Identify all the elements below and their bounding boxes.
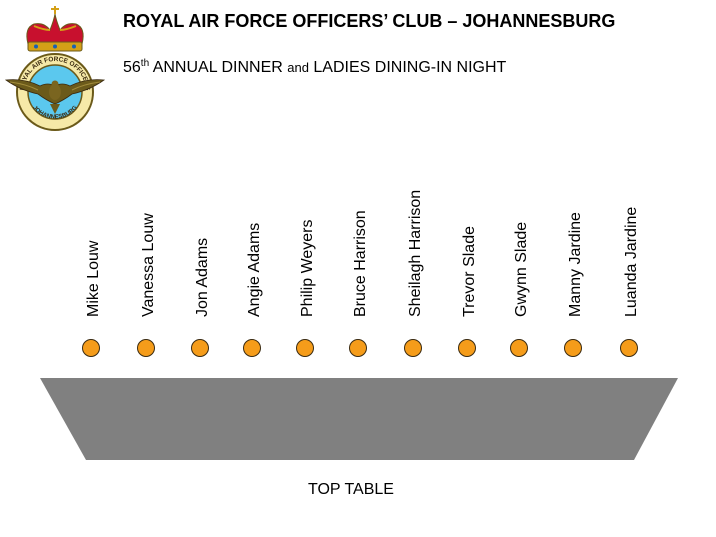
seat-5 [295, 339, 314, 357]
guest-name-text: Gwynn Slade [513, 221, 530, 317]
guest-name-text: Bruce Harrison [352, 210, 369, 317]
seat-4 [242, 339, 261, 357]
subtitle-part-2: LADIES DINING-IN NIGHT [308, 59, 507, 76]
guest-name-text: Angie Adams [246, 222, 263, 317]
page-title: ROYAL AIR FORCE OFFICERS’ CLUB – JOHANNE… [123, 11, 616, 31]
guest-name-text: Manny Jardine [567, 212, 584, 317]
seat-10 [563, 339, 582, 357]
subtitle-connector: and [287, 60, 309, 75]
subtitle-part-1: ANNUAL DINNER [149, 59, 288, 76]
top-table-trapezoid [40, 378, 678, 460]
seat-9 [509, 339, 528, 357]
guest-name-text: Mike Louw [85, 240, 102, 317]
guest-name-text: Vanessa Louw [140, 213, 157, 317]
seat-11 [619, 339, 638, 357]
raf-club-crest-logo: ROYAL AIR FORCE OFFICERS JOHANNESBURG [4, 6, 106, 131]
subtitle-ordinal-number: 56 [123, 59, 141, 76]
eagle-icon [4, 79, 106, 114]
guest-name-text: Trevor Slade [461, 226, 478, 317]
seat-8 [457, 339, 476, 357]
crown-icon [26, 6, 84, 52]
guest-name-text: Jon Adams [194, 237, 211, 317]
seat-2 [136, 339, 155, 357]
top-table-label: TOP TABLE [308, 481, 394, 498]
guest-name-text: Philip Weyers [299, 219, 316, 317]
seat-6 [348, 339, 367, 357]
guest-name-text: Luanda Jardine [623, 206, 640, 317]
top-table-shape [40, 378, 678, 460]
seat-3 [190, 339, 209, 357]
guest-name-text: Sheilagh Harrison [407, 189, 424, 317]
seat-7 [403, 339, 422, 357]
subtitle-ordinal-suffix: th [140, 58, 150, 69]
event-subtitle: 56th ANNUAL DINNER and LADIES DINING-IN … [123, 58, 506, 77]
seat-1 [81, 339, 100, 357]
